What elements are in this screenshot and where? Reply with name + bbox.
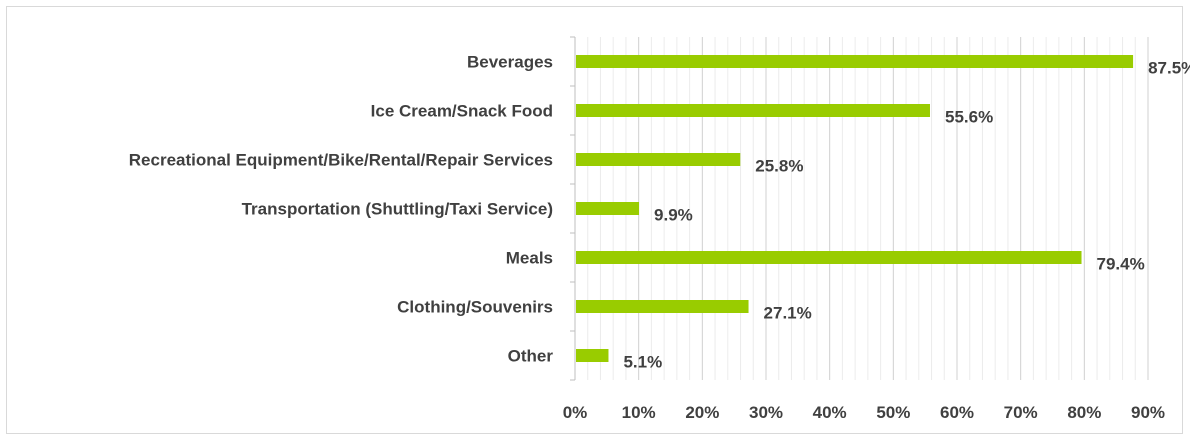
category-label: Beverages: [467, 53, 553, 72]
bar: [576, 300, 749, 313]
x-tick-label: 0%: [563, 403, 588, 422]
data-label: 87.5%: [1148, 59, 1190, 78]
category-labels: Beverages Ice Cream/Snack Food Recreationa…: [129, 53, 554, 366]
bar: [576, 55, 1134, 68]
x-tick-label: 10%: [622, 403, 656, 422]
category-label: Meals: [506, 249, 553, 268]
x-tick-label: 60%: [940, 403, 974, 422]
gridlines: [570, 36, 1149, 381]
bar: [576, 153, 741, 166]
x-tick-labels: 0% 10% 20% 30% 40% 50% 60% 70% 80% 90%: [563, 403, 1165, 422]
data-label: 9.9%: [654, 206, 693, 225]
x-tick-label: 30%: [749, 403, 783, 422]
chart-frame: [6, 6, 1183, 434]
data-label: 25.8%: [755, 157, 803, 176]
category-label: Ice Cream/Snack Food: [371, 102, 553, 121]
category-label: Recreational Equipment/Bike/Rental/Repai…: [129, 151, 553, 170]
category-label: Clothing/Souvenirs: [397, 298, 553, 317]
x-tick-label: 90%: [1131, 403, 1165, 422]
bar: [576, 202, 640, 215]
bar: [576, 251, 1082, 264]
bars: [576, 55, 1134, 362]
bar: [576, 349, 609, 362]
data-label: 27.1%: [764, 304, 812, 323]
x-tick-label: 40%: [813, 403, 847, 422]
category-label: Transportation (Shuttling/Taxi Service): [242, 200, 553, 219]
x-tick-label: 20%: [685, 403, 719, 422]
x-tick-label: 50%: [876, 403, 910, 422]
bar: [576, 104, 930, 117]
category-label: Other: [508, 347, 554, 366]
x-tick-label: 80%: [1067, 403, 1101, 422]
data-label: 55.6%: [945, 108, 993, 127]
data-label: 79.4%: [1097, 255, 1145, 274]
data-label: 5.1%: [623, 353, 662, 372]
x-tick-label: 70%: [1004, 403, 1038, 422]
data-labels: 87.5% 55.6% 25.8% 9.9% 79.4% 27.1% 5.1%: [623, 59, 1190, 372]
